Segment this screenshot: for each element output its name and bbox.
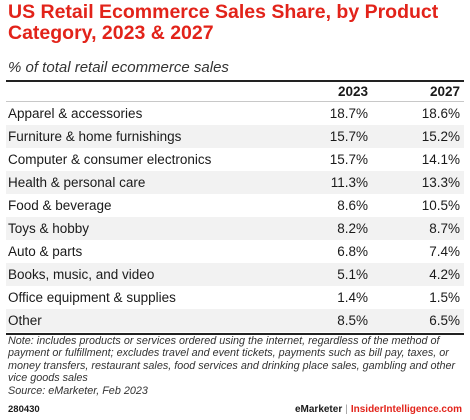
brand-separator: | xyxy=(345,404,348,415)
row-value-2027: 1.5% xyxy=(429,290,460,305)
row-value-2027: 15.2% xyxy=(421,129,460,144)
row-value-2027: 10.5% xyxy=(421,198,460,213)
row-value-2023: 8.2% xyxy=(337,221,368,236)
row-category-label: Office equipment & supplies xyxy=(8,290,176,305)
table-row: Auto & parts 6.8% 7.4% xyxy=(6,240,464,263)
row-value-2023: 8.6% xyxy=(337,198,368,213)
row-category-label: Auto & parts xyxy=(8,244,83,259)
table-row: Computer & consumer electronics 15.7% 14.1… xyxy=(6,148,464,171)
table-row: Toys & hobby 8.2% 8.7% xyxy=(6,217,464,240)
row-category-label: Health & personal care xyxy=(8,175,146,190)
row-category-label: Food & beverage xyxy=(8,198,112,213)
row-value-2023: 6.8% xyxy=(337,244,368,259)
row-category-label: Furniture & home furnishings xyxy=(8,129,182,144)
column-header-2027: 2027 xyxy=(429,84,460,99)
table-row: Other 8.5% 6.5% xyxy=(6,309,464,332)
table-row: Apparel & accessories 18.7% 18.6% xyxy=(6,102,464,125)
brand-insider-intelligence: InsiderIntelligence.com xyxy=(350,404,462,415)
header-top-rule xyxy=(6,80,464,82)
table-row: Food & beverage 8.6% 10.5% xyxy=(6,194,464,217)
footer-brand: eMarketer | InsiderIntelligence.com xyxy=(295,404,462,415)
row-category-label: Toys & hobby xyxy=(8,221,90,236)
table-row: Books, music, and video 5.1% 4.2% xyxy=(6,263,464,286)
row-value-2023: 8.5% xyxy=(337,313,368,328)
source-text: Source: eMarketer, Feb 2023 xyxy=(8,384,148,397)
row-value-2023: 11.3% xyxy=(330,175,368,190)
row-value-2023: 15.7% xyxy=(329,152,368,167)
row-category-label: Computer & consumer electronics xyxy=(8,152,212,167)
chart-subtitle: % of total retail ecommerce sales xyxy=(8,59,229,76)
row-category-label: Books, music, and video xyxy=(8,267,155,282)
row-value-2027: 14.1% xyxy=(421,152,460,167)
row-value-2027: 18.6% xyxy=(421,106,460,121)
row-value-2027: 8.7% xyxy=(429,221,460,236)
row-value-2023: 15.7% xyxy=(329,129,368,144)
chart-id: 280430 xyxy=(8,404,40,415)
row-value-2027: 7.4% xyxy=(429,244,460,259)
table-row: Office equipment & supplies 1.4% 1.5% xyxy=(6,286,464,309)
chart-title: US Retail Ecommerce Sales Share, by Prod… xyxy=(8,1,439,44)
table-row: Health & personal care 11.3% 13.3% xyxy=(6,171,464,194)
table-row: Furniture & home furnishings 15.7% 15.2% xyxy=(6,125,464,148)
chart-note: Note: includes products or services orde… xyxy=(8,335,464,397)
table-bottom-rule xyxy=(6,333,464,335)
row-value-2027: 4.2% xyxy=(429,267,460,282)
row-value-2023: 5.1% xyxy=(337,267,368,282)
brand-emarketer: eMarketer xyxy=(294,404,343,415)
row-value-2027: 6.5% xyxy=(429,313,460,328)
row-category-label: Apparel & accessories xyxy=(8,106,143,121)
row-category-label: Other xyxy=(8,313,42,328)
header-bottom-rule xyxy=(6,101,464,102)
row-value-2027: 13.3% xyxy=(421,175,460,190)
column-header-2023: 2023 xyxy=(337,84,368,99)
note-text: Note: includes products or services orde… xyxy=(8,335,456,385)
row-value-2023: 18.7% xyxy=(329,106,368,121)
row-value-2023: 1.4% xyxy=(337,290,368,305)
